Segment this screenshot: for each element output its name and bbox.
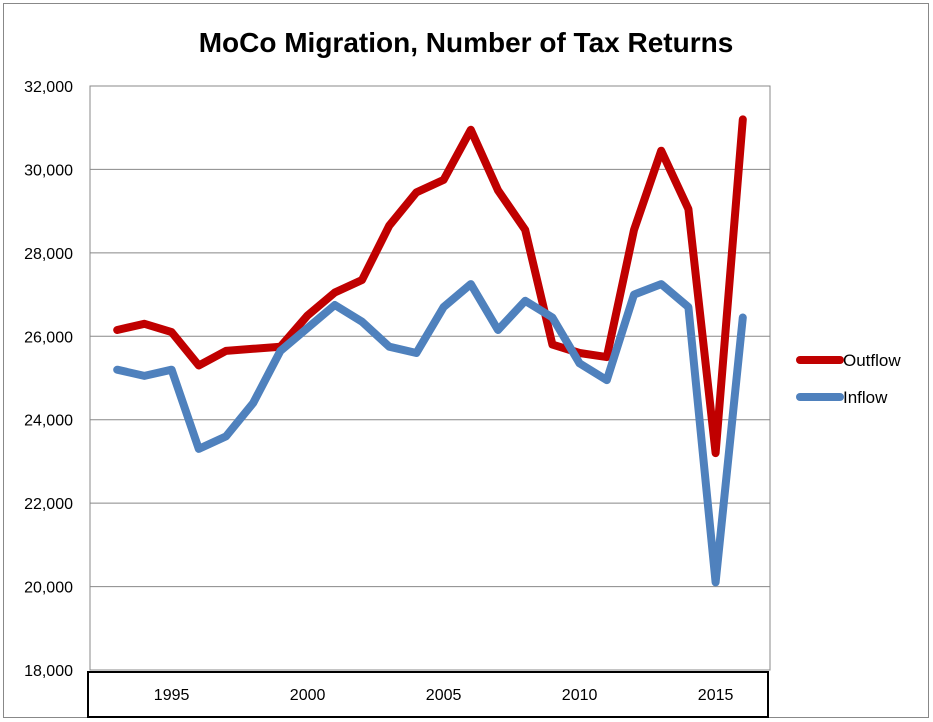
y-tick-label: 26,000: [24, 329, 73, 346]
legend-label-inflow: Inflow: [843, 388, 888, 407]
y-tick-label: 28,000: [24, 246, 73, 263]
legend: Outflow Inflow: [796, 351, 901, 407]
y-tick-label: 24,000: [24, 413, 73, 430]
chart-border: [3, 3, 929, 718]
plot-area: [89, 85, 771, 671]
x-axis-box: [87, 671, 769, 718]
x-tick-label: 2005: [426, 687, 462, 704]
x-tick-label: 1995: [154, 687, 190, 704]
legend-label-outflow: Outflow: [843, 351, 901, 370]
y-tick-label: 18,000: [24, 663, 73, 680]
chart-title: MoCo Migration, Number of Tax Returns: [199, 27, 734, 58]
y-tick-label: 32,000: [24, 79, 73, 96]
y-tick-label: 30,000: [24, 162, 73, 179]
series-lines: [113, 115, 747, 587]
y-tick-label: 20,000: [24, 580, 73, 597]
y-tick-label: 22,000: [24, 496, 73, 513]
series-line-inflow: [113, 280, 747, 587]
x-axis: 1995 2000 2005 2010 2015: [154, 687, 734, 704]
x-tick-label: 2010: [562, 687, 598, 704]
x-tick-label: 2015: [698, 687, 734, 704]
x-tick-label: 2000: [290, 687, 326, 704]
series-line-outflow: [113, 115, 747, 458]
y-axis: 18,000 20,000 22,000 24,000 26,000 28,000 30,0…: [24, 79, 73, 680]
